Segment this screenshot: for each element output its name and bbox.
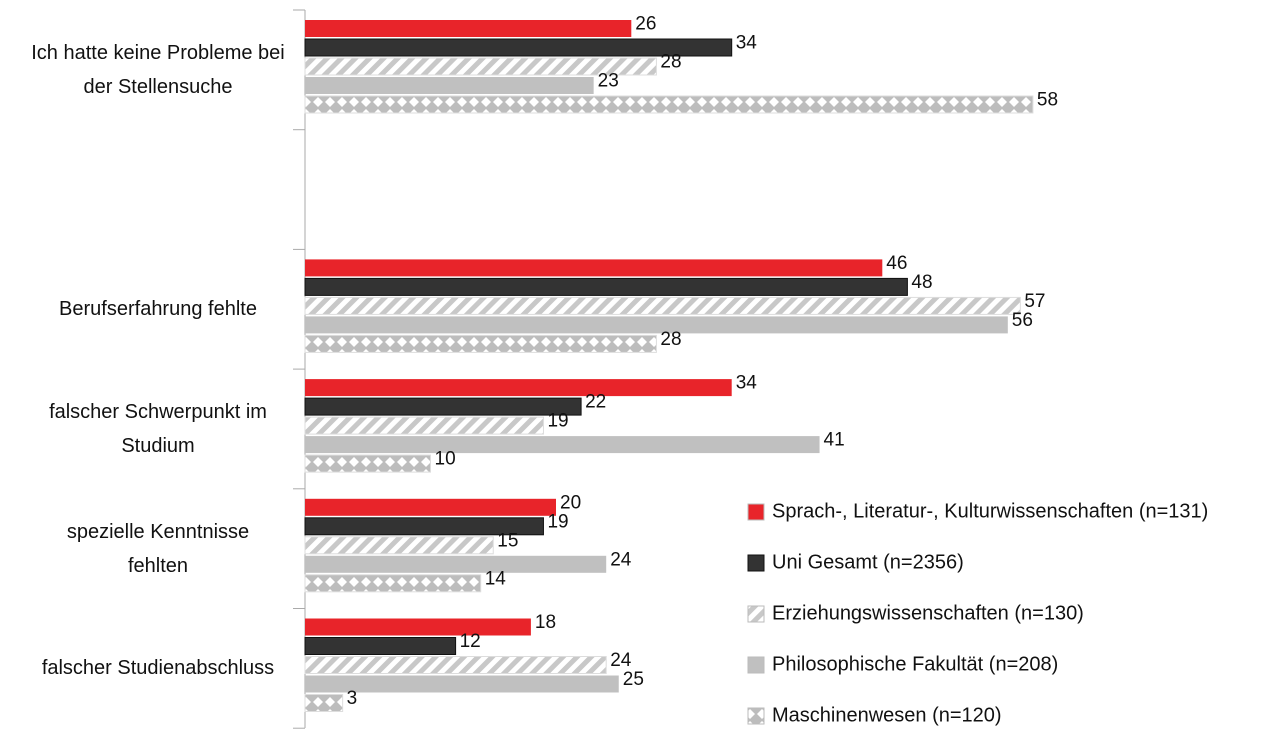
value-label: 41 xyxy=(824,430,845,451)
bar xyxy=(304,637,457,655)
category-label: Berufserfahrung fehlte xyxy=(59,298,257,321)
value-label: 24 xyxy=(610,650,632,671)
bar xyxy=(305,20,632,37)
bar xyxy=(304,296,1021,315)
bar xyxy=(304,517,544,536)
legend-swatch xyxy=(747,707,765,725)
legend-label: Sprach-, Literatur-, Kulturwissenschafte… xyxy=(772,500,1208,522)
legend-swatch xyxy=(747,554,765,572)
bar xyxy=(304,694,344,712)
bar xyxy=(305,675,619,693)
bar xyxy=(304,277,908,296)
legend-swatch xyxy=(747,605,765,623)
bar xyxy=(304,656,607,674)
bar xyxy=(304,574,482,593)
value-label: 25 xyxy=(623,669,644,690)
bar xyxy=(304,397,582,416)
value-label: 3 xyxy=(347,688,358,709)
value-label: 18 xyxy=(535,612,556,633)
value-label: 15 xyxy=(497,530,518,551)
legend-label: Maschinenwesen (n=120) xyxy=(772,704,1002,726)
bar xyxy=(304,454,431,473)
value-label: 19 xyxy=(547,511,568,532)
value-label: 56 xyxy=(1012,310,1033,331)
bar xyxy=(304,334,657,353)
bar xyxy=(304,57,657,76)
value-label: 57 xyxy=(1024,291,1045,312)
category-label: falscher Studienabschluss xyxy=(41,657,275,680)
value-label: 23 xyxy=(598,71,619,92)
value-label: 20 xyxy=(560,492,581,513)
value-label: 46 xyxy=(886,253,907,274)
bar xyxy=(305,316,1008,334)
bar xyxy=(305,618,531,636)
bar xyxy=(304,536,494,555)
value-label: 26 xyxy=(635,14,656,35)
value-label: 34 xyxy=(736,33,758,54)
bar xyxy=(305,259,883,277)
value-label: 48 xyxy=(911,272,932,293)
bar xyxy=(304,38,733,57)
legend-label: Erziehungswissenschaften (n=130) xyxy=(772,602,1084,624)
value-label: 58 xyxy=(1037,90,1058,111)
legend-swatch xyxy=(747,503,765,521)
bar xyxy=(304,95,1034,114)
value-label: 28 xyxy=(660,52,681,73)
bar xyxy=(305,77,594,94)
bar xyxy=(305,555,607,573)
legend-swatch xyxy=(747,656,765,674)
legend-label: Uni Gesamt (n=2356) xyxy=(772,551,964,573)
category-label: spezielle Kenntnisse fehlten xyxy=(66,520,250,577)
category-label: Ich hatte keine Probleme bei der Stellen… xyxy=(31,41,285,98)
value-label: 28 xyxy=(660,329,681,350)
category-label: falscher Schwerpunkt im Studium xyxy=(49,400,267,457)
value-label: 10 xyxy=(435,449,456,470)
value-label: 14 xyxy=(485,568,507,589)
value-label: 22 xyxy=(585,392,606,413)
value-label: 12 xyxy=(460,631,481,652)
legend-label: Philosophische Fakultät (n=208) xyxy=(772,653,1058,675)
bar xyxy=(304,416,544,435)
bar xyxy=(305,379,732,397)
value-label: 34 xyxy=(736,373,758,394)
value-label: 19 xyxy=(547,411,568,432)
value-label: 24 xyxy=(610,549,632,570)
bar xyxy=(305,436,820,454)
bar xyxy=(305,498,556,516)
